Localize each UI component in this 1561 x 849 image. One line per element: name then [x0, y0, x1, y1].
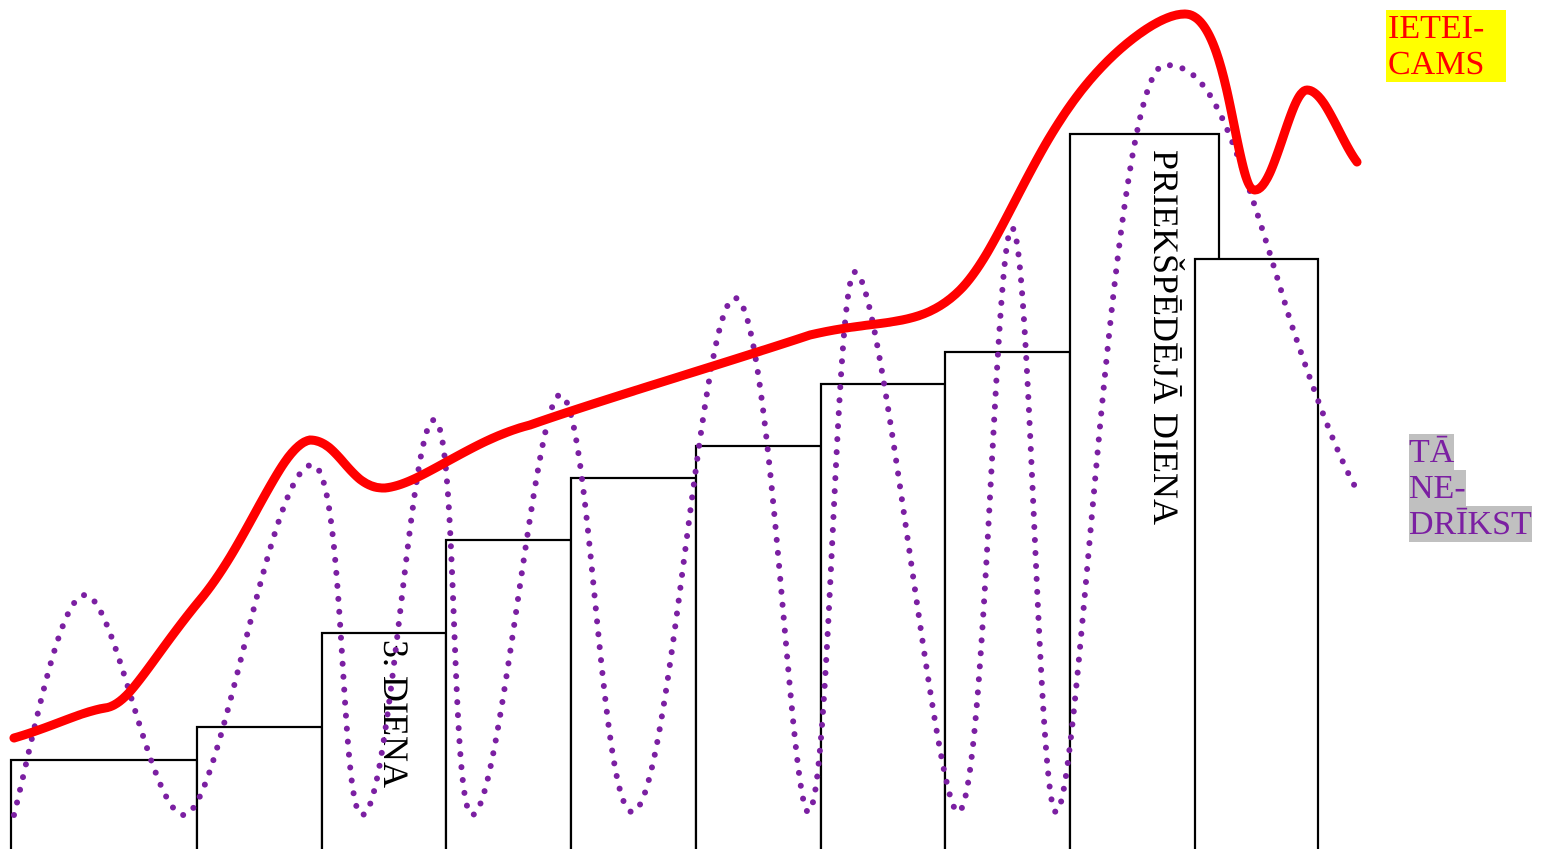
day-bar-6 — [694, 444, 823, 849]
day-bar-7 — [819, 382, 947, 849]
legend-recommended-line-2: CAMS — [1388, 45, 1485, 82]
legend-forbidden: TĀ NE- DRĪKST — [1407, 434, 1561, 542]
forbidden-dotted-curve — [11, 61, 1361, 819]
day-bar-1 — [9, 758, 199, 849]
day-bars — [9, 132, 1320, 849]
legend-forbidden-line-1: TĀ — [1409, 433, 1455, 470]
bar-label-penultimate-day: PRIEKŠPĒDĒJĀ DIENA — [1146, 150, 1186, 525]
legend-forbidden-line-2: NE- — [1409, 469, 1466, 506]
legend-recommended-line-1: IETEI- — [1388, 9, 1485, 46]
legend-forbidden-line-3: DRĪKST — [1409, 505, 1532, 542]
day-bar-8 — [943, 350, 1072, 849]
recommended-solid-curve — [9, 9, 1362, 743]
day-bar-10 — [1193, 257, 1320, 849]
day-bar-4 — [444, 538, 573, 849]
legend-recommended: IETEI- CAMS — [1386, 10, 1506, 82]
day-bar-5 — [569, 476, 698, 849]
